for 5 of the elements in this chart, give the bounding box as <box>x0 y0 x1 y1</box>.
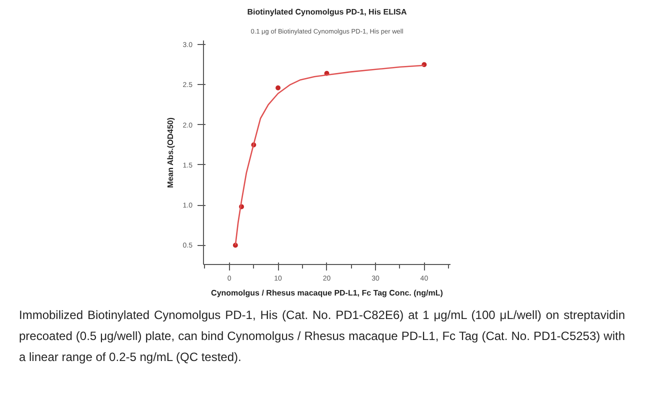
text: Immobilized Biotinylated Cynomolgus PD-1, His (Cat. No. PD1-C82E6) at 1 μg/mL (100 μL/well) on streptavidin precoated (0.5 μg/well) plate, can bind Cynomolgus / Rhesus macaque PD-L1, Fc Tag (Cat. No. PD1-C5253) with a linear range of 0.2-5 ng/mL (QC tested). <box>19 307 625 366</box>
point <box>276 85 281 90</box>
y-axis-title: Mean Abs.(OD450) <box>166 117 175 188</box>
chart-title: Biotinylated Cynomolgus PD-1, His ELISA <box>247 8 408 16</box>
x-axis-title: Cynomolgus / Rhesus macaque PD-L1, Fc Tag Conc. (ng/mL) <box>211 288 444 298</box>
